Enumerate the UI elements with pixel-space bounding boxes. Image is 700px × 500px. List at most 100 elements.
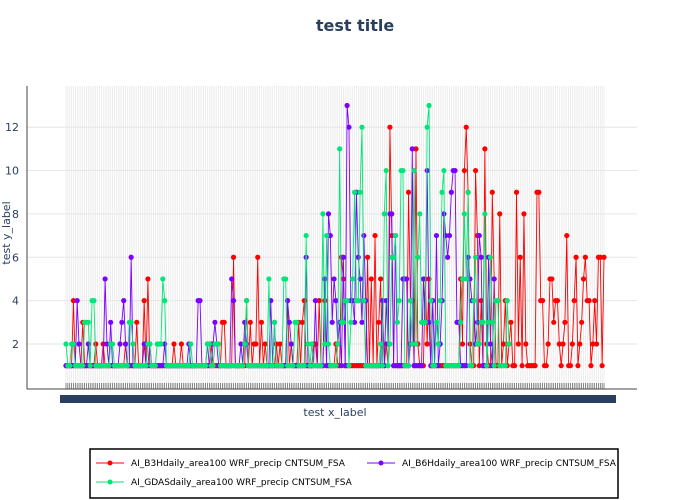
data-point: [351, 319, 358, 325]
data-point: [158, 341, 164, 347]
data-point: [387, 124, 393, 130]
data-point: [601, 254, 607, 260]
data-point: [478, 254, 484, 260]
data-point: [504, 298, 510, 304]
data-point: [160, 276, 166, 282]
data-point: [469, 363, 475, 369]
data-point: [409, 146, 415, 152]
data-point: [523, 341, 529, 347]
data-point: [188, 341, 194, 347]
data-point: [422, 319, 428, 325]
data-point: [152, 363, 158, 369]
y-tick-label: 12: [5, 121, 19, 134]
data-point: [312, 298, 319, 304]
data-point: [74, 298, 80, 304]
data-point: [558, 363, 564, 369]
data-point: [590, 341, 596, 347]
data-point: [340, 319, 346, 325]
data-point: [456, 363, 462, 369]
data-point: [433, 232, 440, 239]
data-point: [247, 319, 253, 325]
data-point: [322, 341, 328, 347]
data-point: [543, 363, 549, 369]
data-point: [392, 232, 399, 239]
data-point: [379, 363, 386, 369]
data-point: [128, 254, 134, 260]
data-point: [405, 189, 412, 195]
data-point: [463, 276, 469, 282]
data-point: [519, 363, 525, 369]
data-point: [471, 298, 477, 304]
data-point: [264, 363, 270, 369]
data-point: [67, 363, 73, 369]
data-point: [433, 319, 440, 325]
data-point: [124, 363, 131, 369]
data-point: [327, 232, 333, 239]
data-point: [482, 146, 488, 152]
data-point: [350, 276, 356, 282]
data-point: [560, 341, 566, 347]
data-point: [216, 341, 222, 347]
data-point: [599, 363, 605, 369]
data-point: [242, 341, 248, 347]
data-point: [160, 363, 166, 369]
data-point: [459, 276, 466, 282]
data-point: [91, 298, 97, 304]
data-point: [411, 167, 417, 174]
data-point: [413, 341, 419, 347]
data-point: [197, 298, 203, 304]
x-tick-marks: [65, 383, 605, 389]
legend-marker: [378, 460, 384, 466]
data-point: [106, 363, 112, 369]
data-point: [582, 254, 588, 260]
data-point: [121, 298, 127, 304]
data-point: [162, 298, 168, 304]
data-point: [329, 319, 335, 325]
data-point: [489, 189, 495, 195]
data-point: [491, 276, 497, 282]
data-point: [238, 341, 244, 347]
data-point: [573, 254, 579, 260]
data-point: [325, 341, 332, 347]
data-point: [413, 146, 419, 152]
data-point: [212, 319, 218, 325]
data-point: [100, 341, 106, 347]
data-point: [361, 232, 367, 239]
data-point: [400, 167, 406, 174]
data-point: [564, 232, 570, 239]
data-point: [305, 341, 311, 347]
data-point: [417, 211, 423, 217]
data-point: [476, 341, 482, 347]
data-point: [301, 363, 307, 369]
data-point: [145, 276, 151, 282]
data-point: [243, 298, 250, 304]
data-point: [186, 363, 192, 369]
data-point: [355, 254, 361, 260]
data-point: [344, 298, 350, 304]
data-point: [376, 363, 382, 369]
data-point: [446, 232, 453, 239]
y-axis-title: test y_label: [0, 201, 13, 264]
legend-marker: [107, 460, 113, 466]
data-point: [378, 276, 384, 282]
data-point: [521, 211, 527, 217]
data-point: [497, 211, 503, 217]
data-point: [288, 341, 294, 347]
data-point: [324, 363, 330, 369]
data-point: [318, 363, 324, 369]
data-point: [63, 341, 69, 347]
data-point: [210, 363, 216, 369]
data-point: [478, 298, 484, 304]
data-point: [301, 298, 307, 304]
data-point: [141, 341, 147, 347]
data-point: [322, 298, 328, 304]
y-tick-label: 2: [12, 338, 19, 351]
data-point: [271, 319, 278, 325]
data-point: [93, 341, 99, 347]
legend-label: AI_GDASdaily_area100 WRF_precip CNTSUM_F…: [131, 478, 353, 488]
data-point: [381, 211, 387, 217]
data-point: [206, 341, 212, 347]
data-point: [512, 363, 518, 369]
data-point: [452, 167, 458, 174]
data-point: [508, 319, 514, 325]
